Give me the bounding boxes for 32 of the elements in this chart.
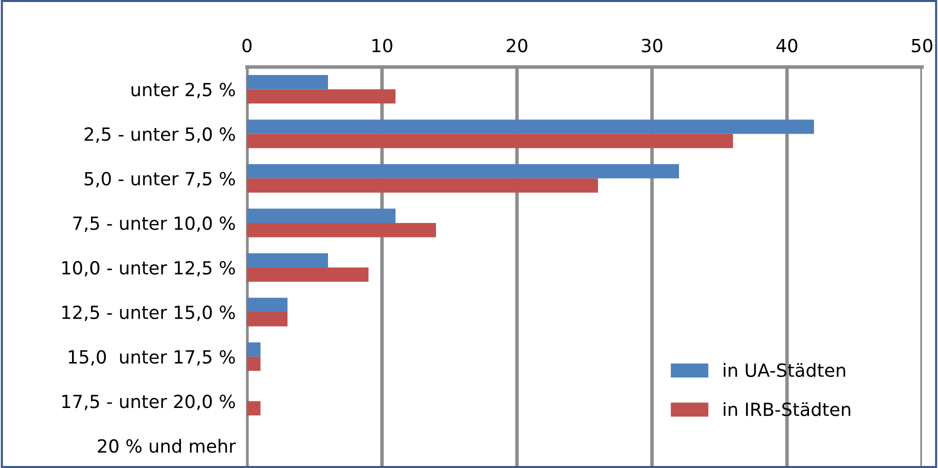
x-tick-label: 0 bbox=[242, 38, 252, 52]
x-tick-label: 30 bbox=[642, 38, 662, 52]
x-tick-label: 10 bbox=[372, 38, 392, 52]
y-tick-label: 12,5 - unter 15,0 % bbox=[62, 306, 235, 322]
bar bbox=[247, 134, 733, 148]
x-tick-label: 50 bbox=[912, 38, 932, 52]
x-tick-label: 40 bbox=[776, 38, 798, 52]
bar bbox=[247, 342, 260, 357]
bar bbox=[247, 164, 679, 178]
y-tick-label: 15,0 unter 17,5 % bbox=[68, 350, 235, 366]
bar bbox=[247, 268, 368, 282]
bar bbox=[247, 75, 328, 90]
bar bbox=[247, 356, 260, 371]
y-tick-label: 17,5 - unter 20,0 % bbox=[62, 394, 235, 410]
legend-label: in UA-Städten bbox=[724, 363, 846, 378]
bar bbox=[247, 298, 288, 312]
bar bbox=[247, 89, 396, 104]
bar bbox=[247, 312, 288, 326]
bar bbox=[247, 208, 396, 223]
y-tick-label: 2,5 - unter 5,0 % bbox=[84, 127, 235, 143]
y-tick-label: 7,5 - unter 10,0 % bbox=[73, 216, 235, 232]
y-tick-label: unter 2,5 % bbox=[132, 82, 235, 98]
y-tick-label: 5,0 - unter 7,5 % bbox=[84, 172, 235, 188]
y-tick-label: 10,0 - unter 12,5 % bbox=[62, 260, 235, 276]
x-tick-label: 20 bbox=[506, 38, 528, 52]
bar bbox=[247, 222, 436, 238]
bar bbox=[247, 401, 260, 416]
legend-label: in IRB-Städten bbox=[724, 402, 850, 416]
bar bbox=[247, 178, 598, 193]
y-tick-label: 20 % und mehr bbox=[98, 438, 236, 453]
bar bbox=[247, 253, 328, 268]
bar bbox=[247, 120, 814, 134]
